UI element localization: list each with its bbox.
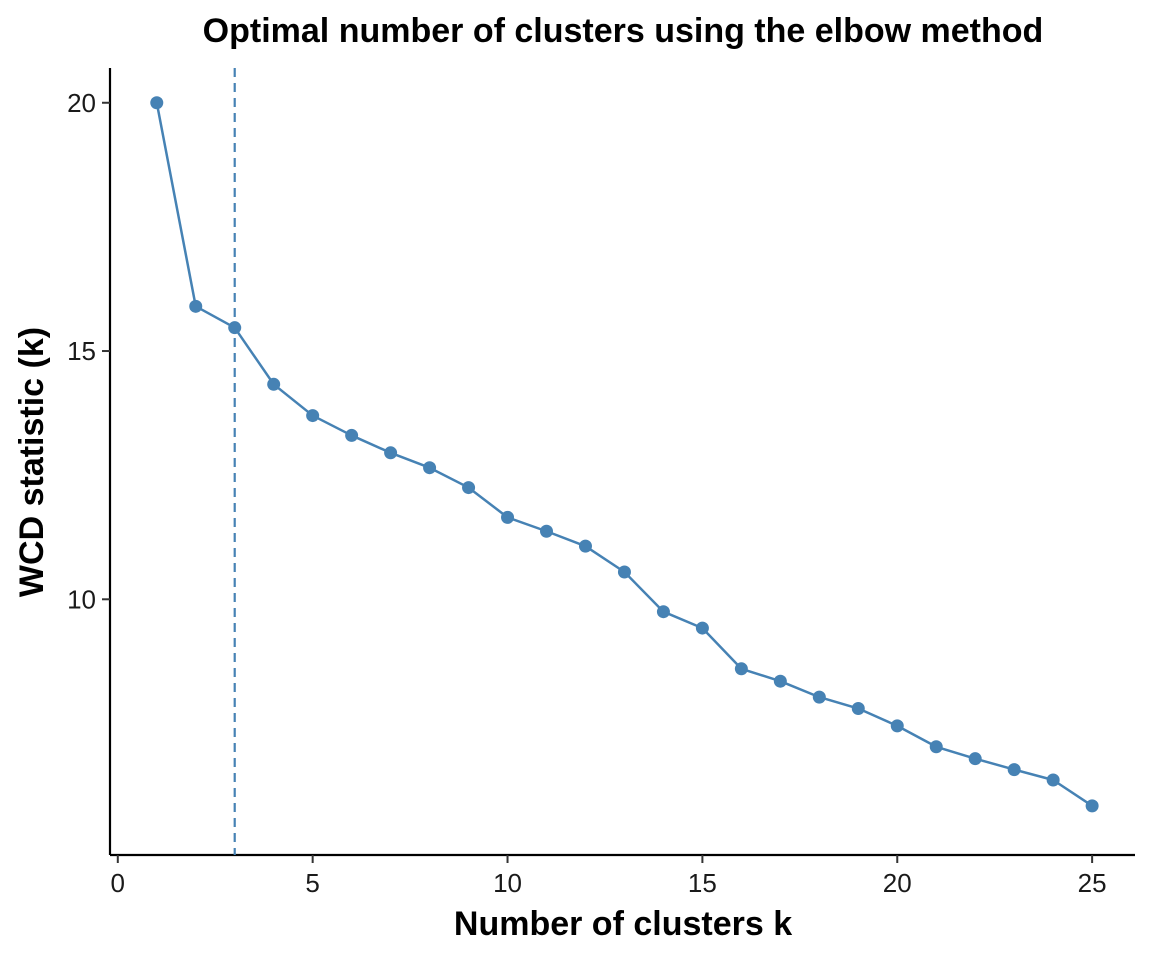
plot-area: 0 5 10 15 20 25 10 15 20 bbox=[67, 68, 1135, 898]
x-tick-label-15: 15 bbox=[688, 868, 717, 898]
chart-title: Optimal number of clusters using the elb… bbox=[203, 12, 1044, 50]
data-point-k15 bbox=[695, 621, 709, 635]
data-point-k13 bbox=[617, 565, 631, 579]
y-axis-title: WCD statistic (k) bbox=[13, 327, 51, 597]
data-point-k9 bbox=[462, 481, 476, 495]
data-point-k17 bbox=[773, 674, 787, 688]
data-point-k20 bbox=[890, 719, 904, 733]
data-point-k16 bbox=[734, 662, 748, 676]
series-line bbox=[155, 102, 1093, 807]
y-tick-label-20: 20 bbox=[67, 88, 96, 118]
x-tick-label-10: 10 bbox=[493, 868, 522, 898]
data-point-k22 bbox=[968, 752, 982, 766]
data-point-k18 bbox=[812, 690, 826, 704]
x-tick-label-5: 5 bbox=[305, 868, 319, 898]
data-point-k1 bbox=[150, 96, 164, 110]
y-tick-label-15: 15 bbox=[67, 336, 96, 366]
data-point-k25 bbox=[1085, 799, 1099, 813]
data-point-k19 bbox=[851, 702, 865, 716]
data-point-k23 bbox=[1007, 763, 1021, 777]
y-tick-label-10: 10 bbox=[67, 584, 96, 614]
data-point-k2 bbox=[189, 299, 203, 313]
data-point-k5 bbox=[306, 409, 320, 423]
x-tick-label-20: 20 bbox=[883, 868, 912, 898]
data-point-k24 bbox=[1046, 773, 1060, 787]
x-tick-label-0: 0 bbox=[111, 868, 125, 898]
data-point-k21 bbox=[929, 740, 943, 754]
data-point-k6 bbox=[345, 428, 359, 442]
x-tick-label-25: 25 bbox=[1078, 868, 1107, 898]
x-axis-title: Number of clusters k bbox=[454, 905, 792, 943]
data-point-k8 bbox=[423, 461, 437, 475]
data-point-k3 bbox=[228, 321, 242, 335]
data-point-k11 bbox=[540, 524, 554, 538]
data-point-k7 bbox=[384, 446, 398, 460]
data-point-k14 bbox=[656, 605, 670, 619]
data-point-k10 bbox=[501, 510, 515, 524]
data-point-k4 bbox=[267, 377, 281, 391]
data-point-k12 bbox=[578, 539, 592, 553]
